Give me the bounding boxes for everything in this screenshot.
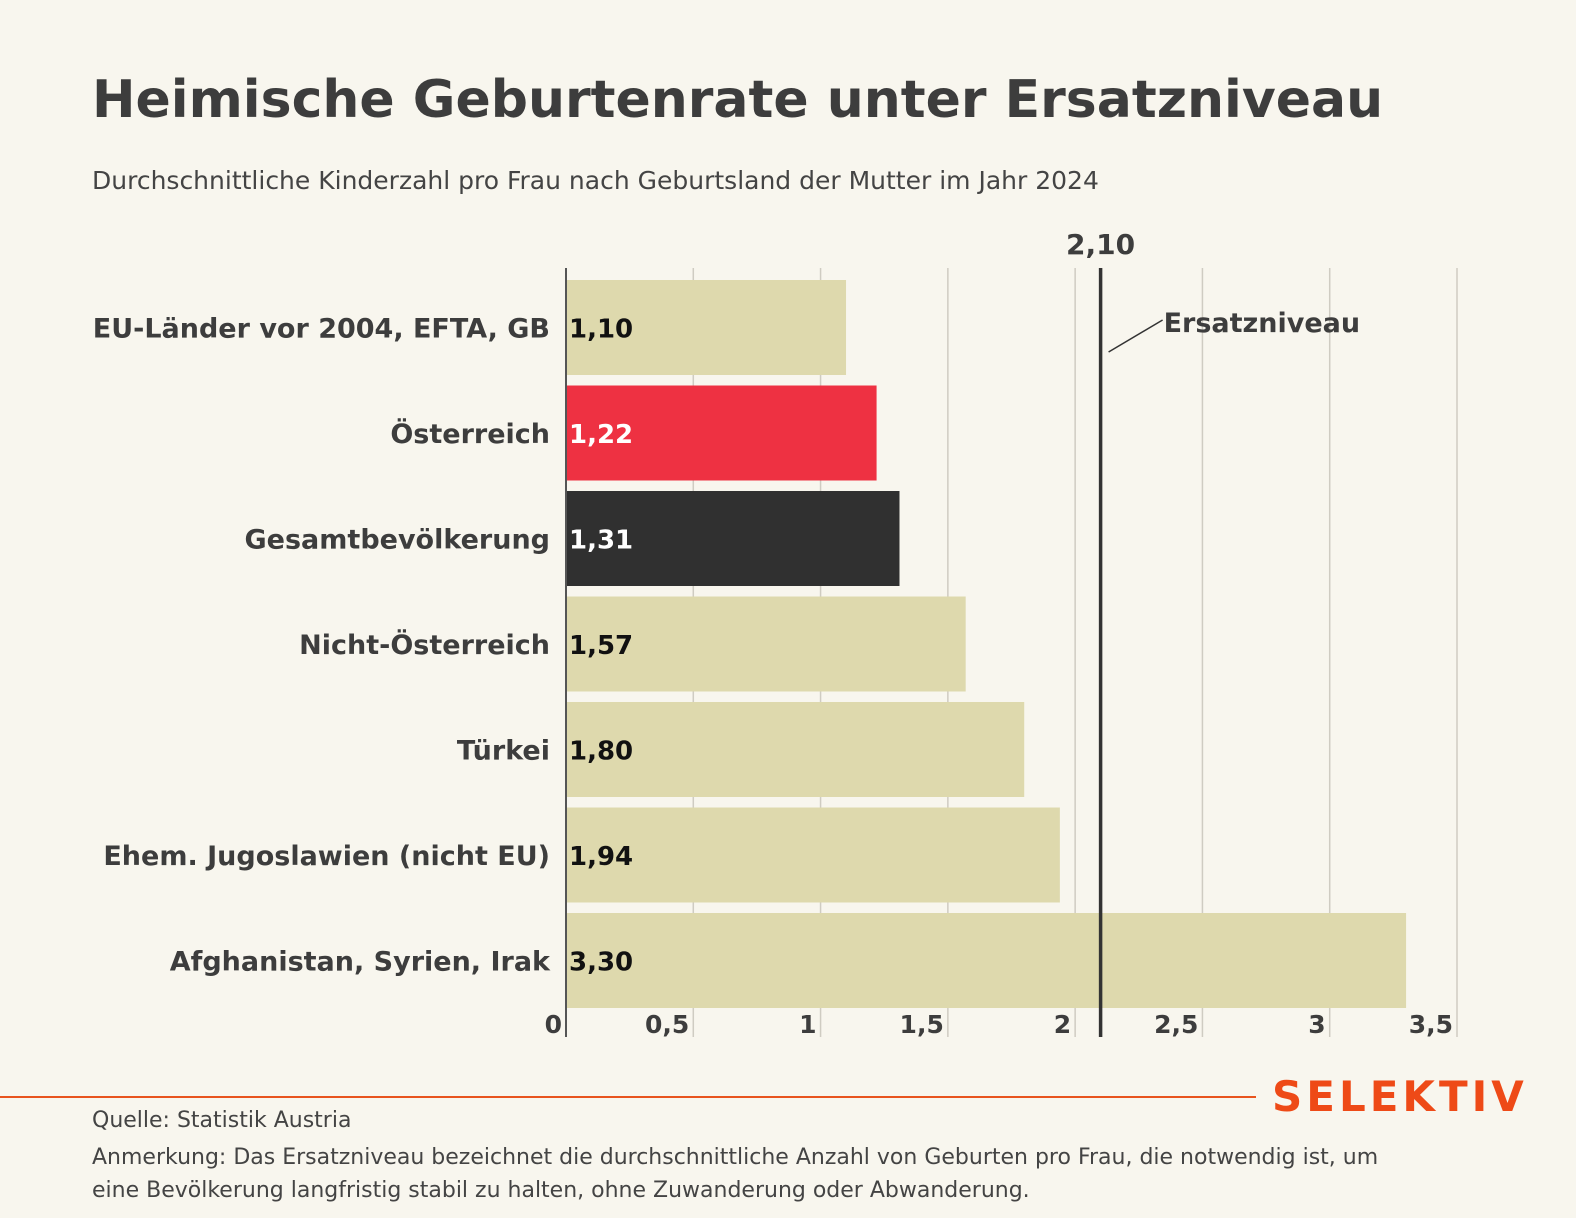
reference-pointer (1108, 319, 1163, 353)
category-label: EU-Länder vor 2004, EFTA, GB (93, 314, 550, 345)
chart-title: Heimische Geburtenrate unter Ersatznivea… (92, 70, 1384, 130)
bar (566, 491, 900, 586)
reference-value-label: 2,10 (1066, 228, 1135, 261)
bar (566, 807, 1060, 903)
category-label: Türkei (457, 736, 550, 767)
x-tick-label: 0 (545, 1010, 562, 1039)
x-tick-label: 1 (799, 1010, 816, 1039)
value-label: 1,31 (569, 526, 633, 556)
footer-divider (0, 1096, 1256, 1098)
bar (566, 280, 847, 375)
x-tick-label: 3,5 (1409, 1010, 1453, 1039)
brand-logo: SELEKTIV (1272, 1072, 1528, 1121)
bar (566, 702, 1025, 797)
source-note: Quelle: Statistik Austria (92, 1108, 352, 1133)
category-label: Gesamtbevölkerung (245, 525, 550, 556)
value-label: 1,80 (569, 737, 633, 767)
x-tick-label: 2,5 (1154, 1010, 1198, 1039)
category-label: Ehem. Jugoslawien (nicht EU) (103, 841, 550, 872)
value-label: 1,22 (569, 420, 633, 450)
value-label: 1,94 (569, 842, 633, 872)
bar (566, 913, 1407, 1008)
value-label: 1,10 (569, 315, 633, 345)
footnote: Anmerkung: Das Ersatzniveau bezeichnet d… (92, 1145, 1379, 1203)
category-label: Österreich (390, 417, 550, 450)
x-tick-label: 0,5 (645, 1010, 689, 1039)
bar (566, 385, 877, 481)
bar-chart: 0 0,5 1 1,5 2 2,5 3 3,5 EU-Länder vor 2004, EFTA… (93, 228, 1458, 1039)
x-tick-label: 1,5 (900, 1010, 944, 1039)
reference-name-label: Ersatzniveau (1164, 308, 1361, 339)
value-label: 3,30 (569, 948, 633, 978)
x-tick-label: 3 (1308, 1010, 1325, 1039)
axes (565, 268, 1163, 1037)
bar (566, 596, 966, 692)
category-label: Nicht-Österreich (299, 628, 550, 661)
value-label: 1,57 (569, 631, 633, 661)
category-label: Afghanistan, Syrien, Irak (170, 947, 551, 978)
bars (566, 280, 1407, 1008)
labels: 0 0,5 1 1,5 2 2,5 3 3,5 EU-Länder vor 2004, EFTA… (93, 228, 1453, 1039)
x-tick-label: 2 (1054, 1010, 1071, 1039)
chart-subtitle: Durchschnittliche Kinderzahl pro Frau na… (92, 166, 1099, 195)
